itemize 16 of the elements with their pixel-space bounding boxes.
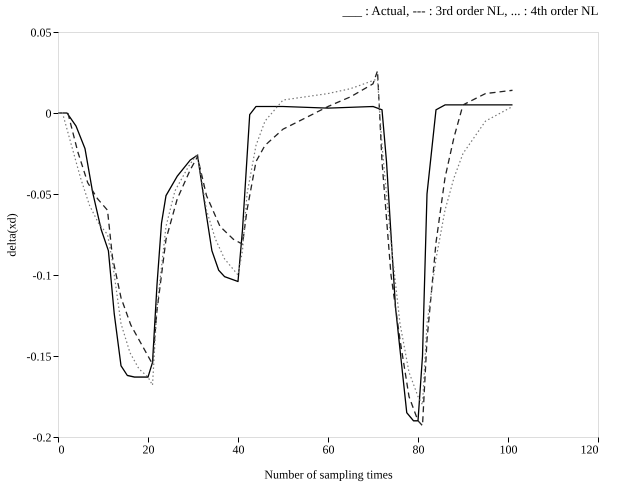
chart-title: ___ : Actual, --- : 3rd order NL, ... : 4th order NL [342, 3, 599, 18]
x-tick-label: 20 [142, 442, 154, 456]
y-tick-label: -0.15 [26, 350, 52, 364]
y-tick-label: 0 [46, 106, 52, 120]
y-tick-label: -0.05 [26, 188, 52, 202]
x-axis-title: Number of sampling times [264, 468, 393, 482]
y-axis-title: delta(xd) [4, 213, 19, 257]
x-tick-label: 80 [412, 442, 424, 456]
x-tick-label: 60 [322, 442, 334, 456]
x-tick-label: 40 [232, 442, 244, 456]
x-tick-label: 0 [58, 442, 64, 456]
y-tick-label: -0.1 [32, 268, 52, 282]
y-tick-label: 0.05 [30, 26, 52, 40]
x-tick-label: 120 [580, 442, 598, 456]
y-tick-label: -0.2 [32, 430, 52, 444]
x-tick-label: 100 [500, 442, 518, 456]
